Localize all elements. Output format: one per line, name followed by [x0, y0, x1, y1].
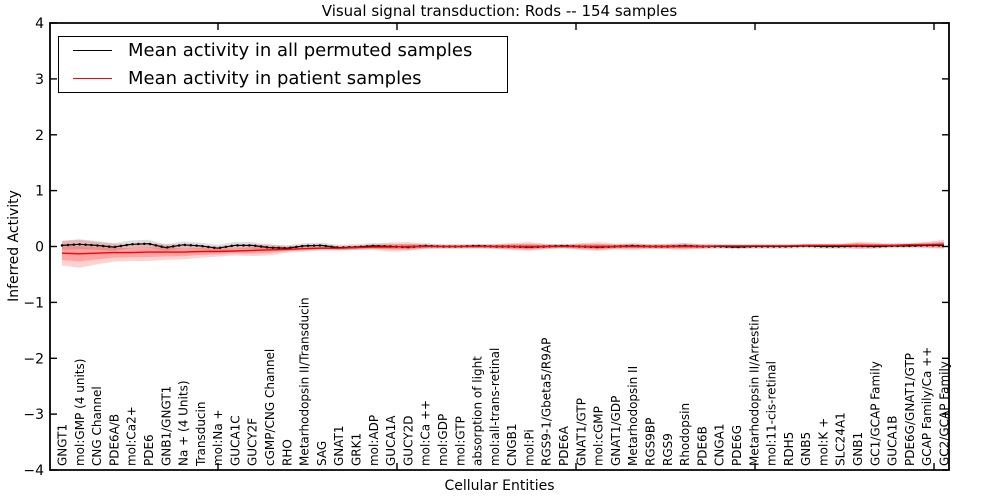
x-category-label: mol:11-cis-retinal — [765, 361, 779, 466]
legend-item-permuted: Mean activity in all permuted samples — [59, 38, 507, 64]
y-tick-label: −3 — [23, 407, 44, 423]
y-tick-label: −4 — [23, 463, 44, 479]
x-category-label: GCAP Family/Ca ++ — [920, 347, 934, 466]
x-category-label: SAG — [315, 441, 329, 466]
x-category-label: mol:GDP — [436, 414, 450, 466]
x-category-label: GNB5 — [799, 432, 813, 466]
x-category-label: mol:Na + — [211, 409, 225, 466]
x-category-label: mol:cGMP — [592, 406, 606, 466]
x-category-label: mol:ADP — [367, 415, 381, 466]
x-category-label: cGMP/CNG Channel — [263, 349, 277, 466]
x-category-label: PDE6B — [695, 426, 709, 466]
x-category-label: RGS9-1/Gbeta5/R9AP — [540, 338, 554, 466]
x-category-label: PDE6A/B — [107, 414, 121, 466]
y-tick-label: 2 — [35, 128, 44, 144]
x-category-label: GNAT1/GTP — [574, 398, 588, 466]
x-category-label: SLC24A1 — [834, 412, 848, 466]
x-category-label: CNG Channel — [90, 386, 104, 466]
x-category-label: mol:Ca ++ — [419, 400, 433, 466]
x-category-label: GUCA1A — [384, 415, 398, 466]
chart-title: Visual signal transduction: Rods -- 154 … — [321, 2, 678, 20]
x-category-label: GUCA1C — [228, 415, 242, 466]
legend-line-sample-red-icon — [73, 77, 112, 79]
x-axis-label: Cellular Entities — [444, 478, 555, 494]
x-category-label: Metarhodopsin II/Transducin — [298, 297, 312, 466]
x-category-label: Metarhodopsin II/Arrestin — [747, 315, 761, 466]
x-category-label: RDH5 — [782, 432, 796, 466]
x-category-label: RHO — [280, 439, 294, 466]
x-category-label: PDE6G/GNAT1/GTP — [903, 353, 917, 466]
x-category-label: Transducin — [194, 402, 208, 467]
x-category-label: GUCY2D — [401, 416, 415, 466]
x-category-label: mol:GTP — [453, 416, 467, 466]
x-category-label: Metarhodopsin II — [626, 366, 640, 466]
legend-label-patient: Mean activity in patient samples — [128, 67, 422, 89]
x-category-label: GNAT1/GDP — [609, 396, 623, 466]
x-category-label: absorption of light — [471, 356, 485, 466]
legend-label-permuted: Mean activity in all permuted samples — [128, 40, 473, 62]
x-category-label: GC2/GCAP Family — [938, 361, 952, 466]
legend-item-patient: Mean activity in patient samples — [59, 65, 507, 91]
x-category-label: RGS9 — [661, 433, 675, 466]
x-category-label: mol:all-trans-retinal — [488, 348, 502, 466]
patient-mean-line — [61, 243, 945, 255]
y-tick-label: −1 — [23, 295, 44, 311]
x-category-label: GNGT1 — [56, 424, 70, 466]
y-tick-label: 1 — [35, 184, 44, 200]
x-category-label: CNGA1 — [713, 424, 727, 467]
y-tick-label: 0 — [35, 240, 44, 256]
x-category-label: GUCY2F — [246, 418, 260, 466]
x-category-label: Na + (4 Units) — [177, 380, 191, 466]
y-tick-label: −2 — [23, 351, 44, 367]
legend: Mean activity in all permuted samples Me… — [58, 36, 508, 93]
x-category-label: GC1/GCAP Family — [868, 361, 882, 466]
x-category-label: PDE6 — [142, 434, 156, 466]
x-category-label: mol:GMP (4 units) — [73, 359, 87, 466]
x-category-label: mol:Ca2+ — [125, 406, 139, 466]
x-category-label: PDE6A — [557, 425, 571, 466]
x-category-label: GNAT1 — [332, 425, 346, 466]
x-category-label: GNB1/GNGT1 — [159, 386, 173, 466]
legend-line-sample-black-icon — [73, 50, 112, 52]
x-category-label: RGS9BP — [644, 418, 658, 466]
y-tick-label: 4 — [35, 16, 44, 32]
x-category-label: PDE6G — [730, 425, 744, 466]
x-category-label: mol:Pi — [522, 429, 536, 466]
x-category-label: CNGB1 — [505, 423, 519, 466]
x-category-label: GRK1 — [350, 433, 364, 466]
x-category-label: GNB1 — [851, 432, 865, 466]
x-category-label: Rhodopsin — [678, 403, 692, 466]
x-category-label: GUCA1B — [886, 415, 900, 466]
x-category-label: mol:K + — [816, 418, 830, 466]
y-tick-label: 3 — [35, 72, 44, 88]
